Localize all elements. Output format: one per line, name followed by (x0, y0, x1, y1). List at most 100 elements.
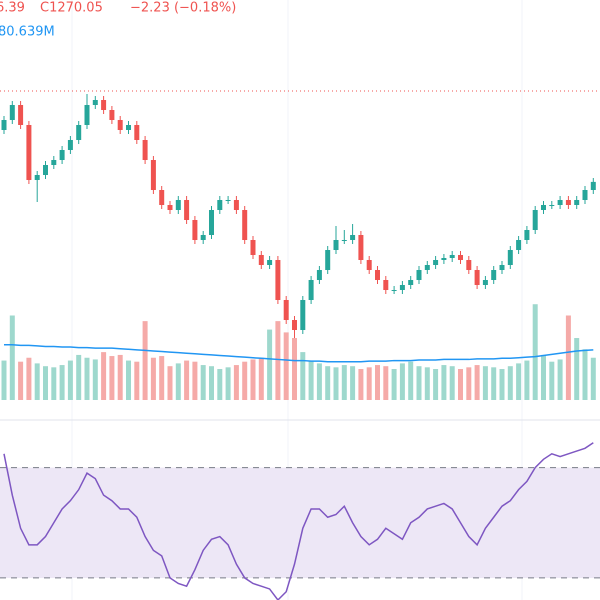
candle-body (192, 220, 198, 240)
candle-body (416, 270, 422, 280)
candle-body (565, 200, 571, 205)
volume-bar (209, 366, 214, 400)
volume-bar (574, 338, 580, 400)
candle-body (433, 260, 439, 265)
legend-volume-ma: 80.639M (0, 25, 55, 40)
candle-body (200, 235, 206, 240)
candle-body (250, 240, 256, 255)
candle-body (300, 300, 306, 330)
candle-body (43, 165, 48, 175)
volume-bar (541, 354, 546, 400)
legend-close: C1270.05 (40, 1, 103, 16)
volume-bar (283, 332, 289, 400)
candle-body (9, 105, 15, 120)
candle-body (557, 200, 563, 205)
candle-body (184, 200, 190, 220)
rsi-band (0, 467, 600, 578)
candle-body (383, 280, 389, 290)
volume-bar (532, 304, 538, 400)
volume-bar (184, 360, 190, 400)
volume-bar (150, 357, 156, 400)
volume-bar (474, 365, 480, 400)
candle-body (18, 105, 24, 125)
volume-bar (34, 363, 40, 400)
candle-body (482, 280, 488, 285)
volume-bar (441, 365, 447, 400)
volume-bar (350, 366, 356, 400)
legend-change: −2.23 (−0.18%) (130, 1, 236, 16)
volume-bar (383, 366, 389, 400)
volume-bar (9, 315, 15, 400)
volume-bar (1, 360, 7, 400)
candle-body (92, 100, 98, 105)
volume-bar (325, 366, 331, 400)
candle-body (233, 200, 239, 210)
candle-body (1, 120, 7, 130)
volume-bar (134, 361, 140, 400)
candle-body (76, 125, 82, 140)
volume-bar (507, 366, 513, 400)
volume-bar (458, 369, 463, 400)
volume-bar (341, 365, 347, 400)
volume-bar (300, 352, 306, 400)
volume-bar (192, 361, 198, 400)
rsi-line (3, 442, 594, 600)
candle-body (275, 260, 281, 300)
volume-bar (159, 356, 165, 400)
candle-body (549, 205, 555, 206)
volume-bar (333, 367, 339, 400)
volume-bar (582, 349, 588, 400)
candle-body (225, 200, 231, 201)
volume-bar (217, 369, 223, 400)
volume-bar (275, 321, 281, 400)
volume-bar (142, 321, 148, 400)
candle-body (408, 280, 414, 285)
volume-bar (482, 366, 488, 400)
volume-bar (92, 359, 98, 400)
volume-bar (308, 360, 314, 400)
candle-body (142, 140, 148, 160)
candle-body (333, 240, 339, 250)
candle-body (316, 270, 322, 280)
candle-body (51, 160, 57, 165)
candle-body (134, 125, 140, 140)
volume-bar (43, 366, 48, 400)
candle-body (242, 210, 248, 240)
volume-bar (399, 363, 405, 400)
candle-body (358, 235, 364, 260)
volume-bar (433, 369, 439, 400)
volume-bar (258, 357, 264, 400)
candle-body (474, 270, 480, 285)
volume-bar (175, 363, 181, 400)
candle-body (84, 105, 90, 125)
volume-bar (549, 361, 555, 400)
volume-bar (101, 352, 107, 400)
candle-body (325, 250, 331, 270)
volume-bar (26, 357, 32, 400)
volume-bar (590, 357, 596, 400)
candle-body (150, 160, 156, 190)
volume-bar (292, 338, 297, 400)
candle-body (34, 175, 40, 180)
volume-bar (18, 361, 24, 400)
candle-body (441, 258, 447, 260)
candle-body (209, 210, 214, 235)
volume-bar (84, 357, 90, 400)
volume-bar (316, 363, 322, 400)
candle-body (267, 260, 273, 265)
candle-body (117, 120, 123, 130)
candle-body (590, 181, 596, 190)
volume-bar (117, 354, 123, 400)
candle-body (109, 110, 115, 120)
candle-body (466, 260, 472, 270)
volume-bar (524, 360, 530, 400)
candle-body (26, 125, 32, 180)
volume-bar (76, 354, 82, 400)
volume-bar (491, 367, 497, 400)
volume-bar (424, 367, 430, 400)
volume-ma (4, 344, 594, 363)
volume-bar (499, 369, 505, 400)
volume-bar (408, 361, 414, 400)
volume-bar (267, 329, 273, 400)
